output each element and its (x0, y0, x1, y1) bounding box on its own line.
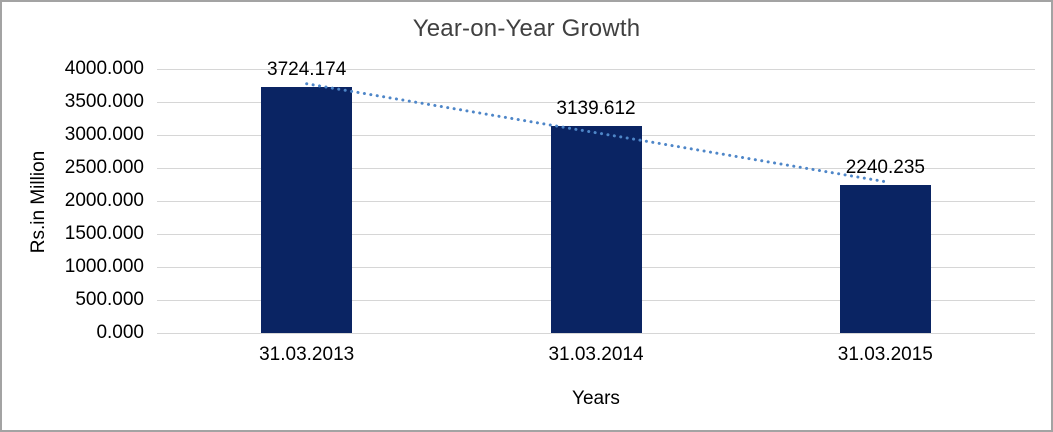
y-tick-label: 4000.000 (64, 58, 144, 79)
x-category-label: 31.03.2015 (837, 344, 933, 365)
bar-data-label: 3724.174 (267, 59, 347, 81)
x-category-label: 31.03.2014 (548, 344, 644, 365)
bar-31.03.2014 (550, 125, 642, 333)
y-tick-label: 2500.000 (64, 157, 144, 178)
y-tick-label: 3500.000 (64, 91, 144, 112)
bar-31.03.2013 (261, 87, 353, 333)
x-axis-title: Years (572, 388, 620, 409)
bar-data-label: 2240.235 (845, 157, 925, 179)
chart-title: Year-on-Year Growth (412, 15, 641, 42)
gridline (157, 68, 1035, 70)
gridline (157, 332, 1035, 334)
y-tick-label: 2000.000 (64, 190, 144, 211)
y-tick-label: 1000.000 (64, 256, 144, 277)
x-category-label: 31.03.2013 (259, 344, 355, 365)
y-tick-label: 3000.000 (64, 124, 144, 145)
y-tick-label: 1500.000 (64, 223, 144, 244)
y-tick-label: 500.000 (75, 289, 144, 310)
bar-31.03.2015 (839, 185, 931, 333)
bar-data-label: 3139.612 (556, 97, 636, 119)
y-tick-label: 0.000 (96, 322, 144, 343)
